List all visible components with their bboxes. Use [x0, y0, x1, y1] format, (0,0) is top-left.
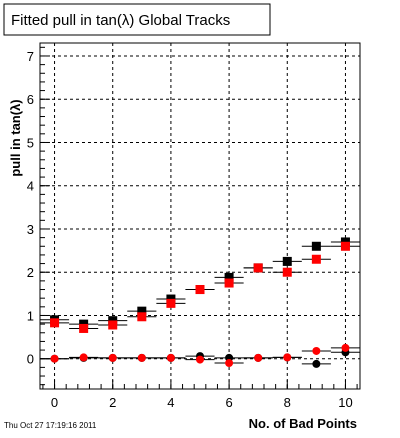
square-marker [137, 306, 147, 316]
square-marker [195, 285, 205, 295]
square-marker [224, 278, 234, 288]
axis-ticks: 0 2 4 6 8 10 0 1 2 3 4 5 6 7 [27, 46, 358, 410]
x-tick-label: 6 [225, 395, 232, 410]
x-tick-label: 0 [51, 395, 58, 410]
circle-marker [341, 343, 350, 352]
circle-marker [312, 346, 321, 355]
x-tick-label: 10 [338, 395, 352, 410]
circle-marker [254, 353, 263, 362]
square-marker [224, 272, 234, 282]
chart-title: Fitted pull in tan(λ) Global Tracks [11, 12, 230, 29]
square-marker [253, 263, 263, 273]
y-tick-label: 7 [27, 49, 34, 64]
square-marker [166, 298, 176, 308]
circle-marker [196, 355, 204, 364]
x-tick-label: 2 [109, 395, 116, 410]
square-marker [311, 254, 321, 264]
circle-marker [79, 353, 88, 362]
y-axis-label: pull in tan(λ) [8, 99, 23, 176]
y-tick-label: 0 [27, 352, 34, 367]
circle-marker [312, 359, 321, 368]
x-axis-label: No. of Bad Points [249, 416, 357, 431]
grid [40, 43, 360, 389]
title-box [3, 3, 271, 36]
circle-marker [166, 353, 175, 362]
y-tick-label: 3 [27, 222, 34, 237]
data-series [40, 237, 360, 368]
y-tick-label: 1 [27, 308, 34, 323]
square-marker [340, 241, 350, 251]
x-tick-label: 4 [167, 395, 174, 410]
square-marker [282, 267, 292, 277]
square-marker [311, 241, 321, 251]
y-tick-label: 2 [27, 265, 34, 280]
circle-marker [137, 353, 146, 362]
square-marker [282, 256, 292, 266]
y-tick-label: 6 [27, 92, 34, 107]
y-tick-label: 5 [27, 135, 34, 150]
x-tick-label: 8 [284, 395, 291, 410]
plot-frame [39, 42, 361, 390]
timestamp: Thu Oct 27 17:19:16 2011 [4, 421, 97, 430]
square-marker [108, 320, 118, 330]
y-tick-label: 4 [27, 179, 34, 194]
square-marker [79, 323, 89, 333]
circle-marker [108, 353, 117, 362]
square-marker [50, 318, 60, 328]
circle-marker [50, 354, 59, 363]
square-marker [137, 312, 147, 322]
circle-marker [225, 359, 234, 368]
circle-marker [283, 353, 292, 362]
